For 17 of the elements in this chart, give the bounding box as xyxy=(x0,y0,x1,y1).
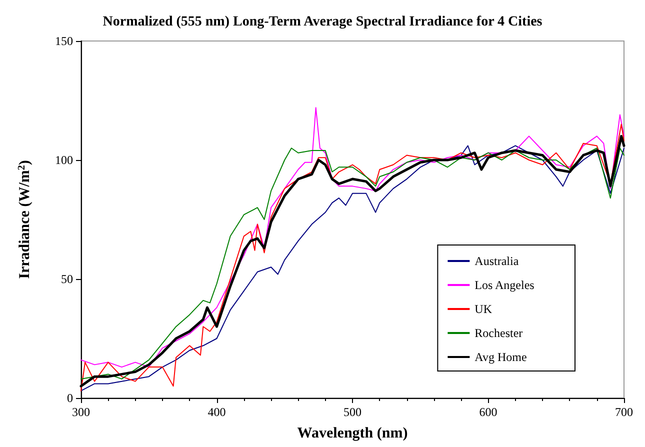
x-axis-title: Wavelength (nm) xyxy=(297,426,408,442)
legend-label: Rochester xyxy=(474,326,523,340)
y-axis-title: Irradiance (W/m2) xyxy=(16,160,33,279)
legend-label: Australia xyxy=(474,254,520,268)
legend-label: Avg Home xyxy=(474,350,527,364)
x-tick-label: 600 xyxy=(479,405,498,419)
chart-title: Normalized (555 nm) Long-Term Average Spectral Irradiance for 4 Cities xyxy=(102,14,543,30)
x-tick-label: 700 xyxy=(615,405,633,419)
y-tick-label: 0 xyxy=(67,391,73,405)
x-tick-label: 500 xyxy=(344,405,362,419)
y-tick-label: 150 xyxy=(55,34,73,48)
y-tick-label: 50 xyxy=(61,272,73,286)
legend-label: Los Angeles xyxy=(474,278,535,292)
x-tick-label: 300 xyxy=(72,405,90,419)
y-tick-label: 100 xyxy=(55,153,73,167)
legend-label: UK xyxy=(474,302,492,316)
x-tick-label: 400 xyxy=(208,405,226,419)
